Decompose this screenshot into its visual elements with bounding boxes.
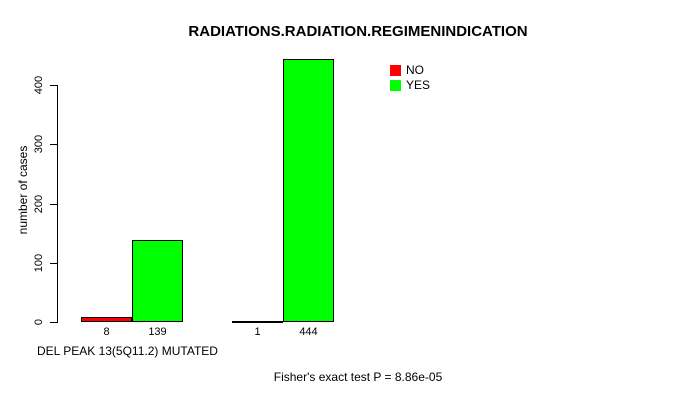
legend-swatch-no <box>390 64 401 76</box>
bar-value-label: 139 <box>148 325 167 338</box>
legend-label-no: NO <box>406 63 424 77</box>
bar-yes-group-2 <box>283 58 334 322</box>
y-axis-tick <box>50 203 57 205</box>
legend-item-no: NO <box>390 64 430 76</box>
x-axis-caption: DEL PEAK 13(5Q11.2) MUTATED <box>37 344 218 358</box>
y-axis-tick-label: 100 <box>33 253 45 272</box>
bar-value-label: 1 <box>254 325 261 338</box>
legend-label-yes: YES <box>406 78 431 92</box>
y-axis-tick-label: 0 <box>33 318 45 326</box>
y-axis-tick-label: 400 <box>33 75 45 95</box>
y-axis-line <box>57 85 58 323</box>
y-axis-tick <box>50 262 57 264</box>
y-axis-tick <box>50 322 57 323</box>
legend-swatch-yes <box>390 79 401 91</box>
bar-yes-group-1 <box>132 239 183 322</box>
y-axis-tick <box>50 85 57 86</box>
bar-value-label: 444 <box>299 325 318 338</box>
chart-title: RADIATIONS.RADIATION.REGIMENINDICATION <box>188 23 528 40</box>
legend-item-yes: YES <box>390 79 430 91</box>
bar-no-group-2 <box>232 320 283 323</box>
bar-no-group-1 <box>81 317 132 322</box>
y-axis-tick <box>50 144 57 146</box>
legend: NO YES <box>390 64 430 91</box>
bar-value-label: 8 <box>103 325 110 338</box>
y-axis-tick-label: 200 <box>33 194 45 213</box>
stats-annotation: Fisher's exact test P = 8.86e-05 <box>273 370 443 384</box>
y-axis-tick-label: 300 <box>33 135 45 154</box>
